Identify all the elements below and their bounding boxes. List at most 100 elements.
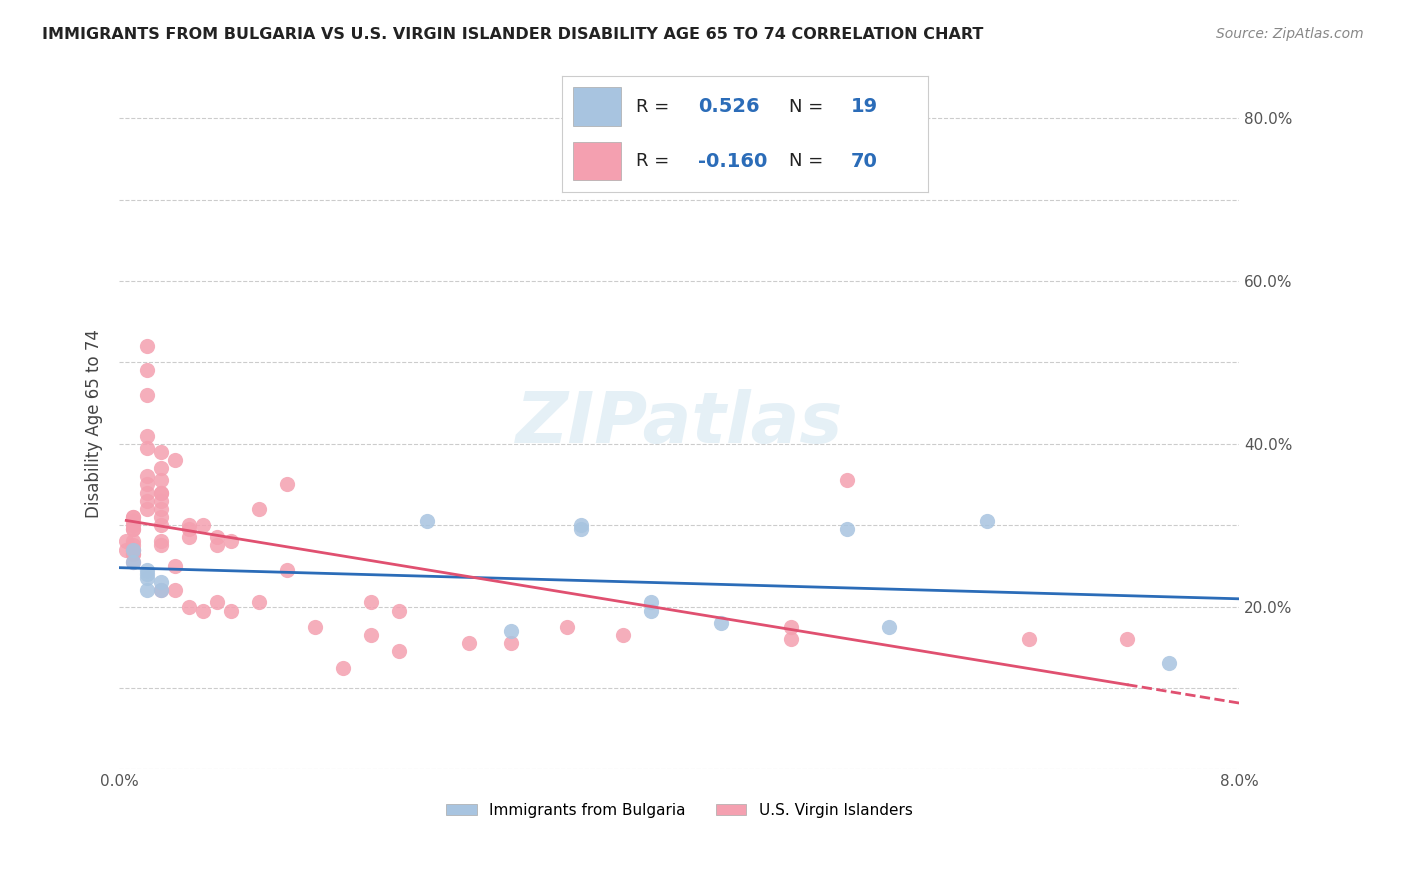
Point — [780, 620, 803, 634]
Point — [179, 518, 201, 533]
Point — [304, 620, 326, 634]
Point — [136, 493, 159, 508]
Point — [122, 534, 145, 549]
Point — [115, 534, 138, 549]
Point — [640, 595, 662, 609]
Point — [165, 558, 187, 573]
FancyBboxPatch shape — [574, 87, 621, 126]
Point — [122, 539, 145, 553]
Point — [555, 620, 578, 634]
Point — [122, 542, 145, 557]
Point — [150, 510, 173, 524]
Point — [122, 522, 145, 536]
Point — [388, 604, 411, 618]
Text: IMMIGRANTS FROM BULGARIA VS U.S. VIRGIN ISLANDER DISABILITY AGE 65 TO 74 CORRELA: IMMIGRANTS FROM BULGARIA VS U.S. VIRGIN … — [42, 27, 984, 42]
Point — [501, 624, 523, 638]
Point — [332, 660, 354, 674]
Point — [122, 555, 145, 569]
Point — [136, 583, 159, 598]
Point — [122, 510, 145, 524]
Point — [207, 530, 229, 544]
Point — [136, 477, 159, 491]
Point — [360, 595, 382, 609]
Point — [122, 542, 145, 557]
Legend: Immigrants from Bulgaria, U.S. Virgin Islanders: Immigrants from Bulgaria, U.S. Virgin Is… — [440, 797, 918, 824]
Point — [976, 514, 998, 528]
Point — [247, 501, 270, 516]
Point — [122, 518, 145, 533]
Point — [179, 530, 201, 544]
Y-axis label: Disability Age 65 to 74: Disability Age 65 to 74 — [86, 329, 103, 518]
Point — [612, 628, 634, 642]
Point — [150, 583, 173, 598]
Point — [136, 563, 159, 577]
Point — [150, 474, 173, 488]
Point — [1018, 632, 1040, 646]
Text: ZIPatlas: ZIPatlas — [516, 389, 844, 458]
Point — [115, 542, 138, 557]
Text: -0.160: -0.160 — [697, 152, 768, 170]
Text: Source: ZipAtlas.com: Source: ZipAtlas.com — [1216, 27, 1364, 41]
Point — [150, 493, 173, 508]
Point — [136, 363, 159, 377]
Point — [710, 615, 733, 630]
Point — [247, 595, 270, 609]
Point — [122, 510, 145, 524]
Point — [640, 604, 662, 618]
Point — [136, 469, 159, 483]
Point — [780, 632, 803, 646]
Point — [122, 547, 145, 561]
Text: R =: R = — [636, 97, 675, 116]
Point — [122, 522, 145, 536]
Point — [276, 563, 298, 577]
Point — [276, 477, 298, 491]
Point — [136, 388, 159, 402]
Point — [150, 575, 173, 590]
Point — [179, 599, 201, 614]
Point — [193, 518, 215, 533]
Point — [150, 485, 173, 500]
Point — [837, 522, 859, 536]
Text: 0.526: 0.526 — [697, 97, 759, 116]
Point — [150, 485, 173, 500]
Point — [136, 501, 159, 516]
Point — [136, 571, 159, 585]
Point — [388, 644, 411, 658]
Point — [501, 636, 523, 650]
Text: 19: 19 — [851, 97, 879, 116]
FancyBboxPatch shape — [574, 142, 621, 180]
Point — [193, 604, 215, 618]
Point — [122, 547, 145, 561]
Point — [165, 453, 187, 467]
Point — [458, 636, 481, 650]
Point — [122, 514, 145, 528]
Point — [150, 583, 173, 598]
Text: 70: 70 — [851, 152, 879, 170]
Point — [150, 501, 173, 516]
Point — [219, 604, 242, 618]
Point — [207, 595, 229, 609]
Point — [136, 485, 159, 500]
Point — [416, 514, 439, 528]
Text: N =: N = — [789, 152, 830, 170]
Point — [207, 539, 229, 553]
Text: R =: R = — [636, 152, 675, 170]
Point — [150, 518, 173, 533]
Point — [219, 534, 242, 549]
Point — [136, 428, 159, 442]
Point — [122, 555, 145, 569]
Point — [569, 522, 592, 536]
Point — [1159, 657, 1181, 671]
Point — [150, 534, 173, 549]
Point — [1116, 632, 1139, 646]
Point — [179, 522, 201, 536]
Point — [136, 566, 159, 581]
Point — [165, 583, 187, 598]
Text: N =: N = — [789, 97, 830, 116]
Point — [136, 441, 159, 455]
Point — [136, 339, 159, 353]
Point — [837, 474, 859, 488]
Point — [122, 542, 145, 557]
Point — [150, 445, 173, 459]
Point — [150, 539, 173, 553]
